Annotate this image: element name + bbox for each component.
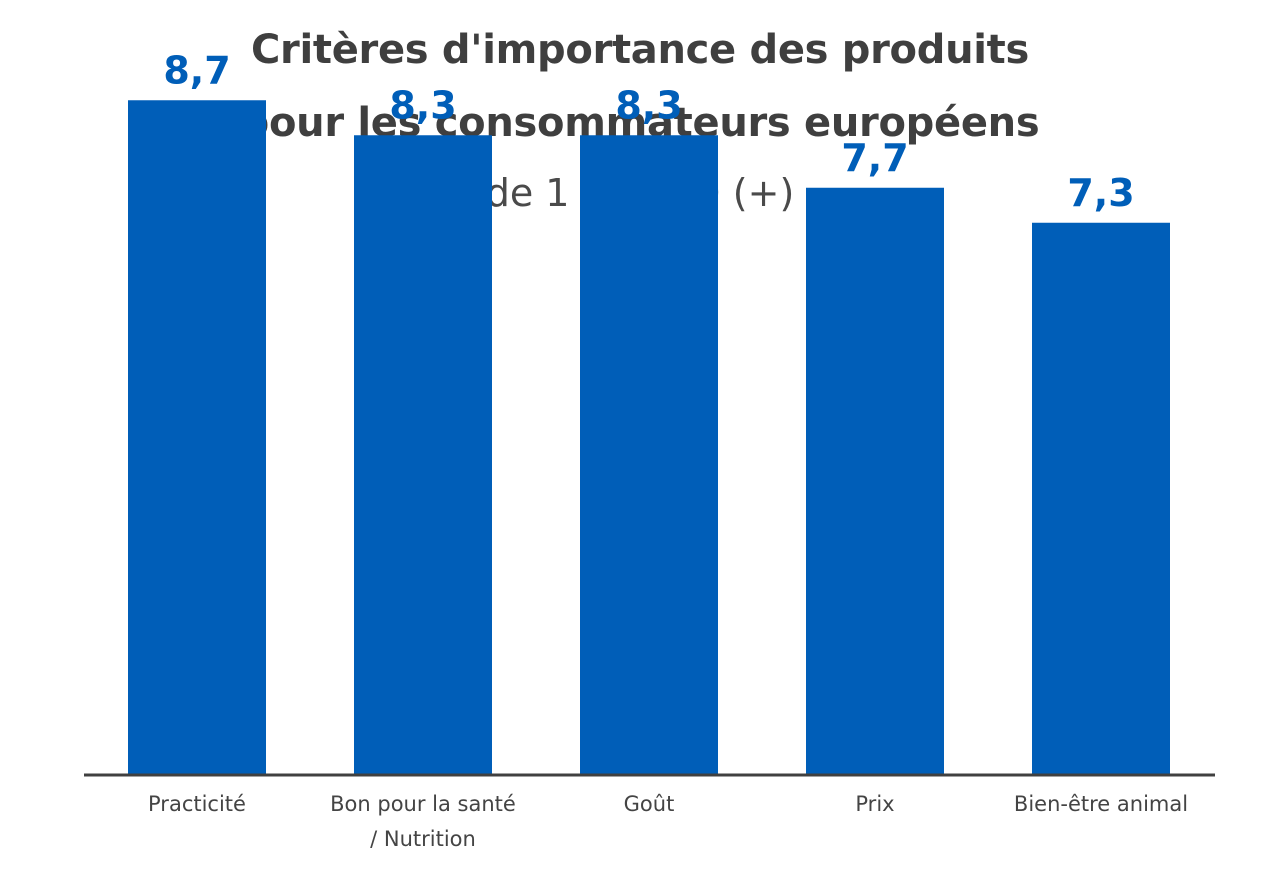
bar-1 <box>128 100 266 774</box>
category-label-1: Practicité <box>148 792 246 816</box>
bar-value-label-4: 7,7 <box>841 136 908 180</box>
value-labels-group: 8,7 8,3 8,3 7,7 7,3 <box>163 48 1134 215</box>
category-label-2-line-1: Bon pour la santé <box>330 792 516 816</box>
bar-value-label-2: 8,3 <box>389 83 456 127</box>
bars-group <box>128 100 1170 774</box>
bar-value-label-3: 8,3 <box>615 83 682 127</box>
category-label-3: Goût <box>624 792 675 816</box>
category-label-2-line-2: / Nutrition <box>370 827 476 851</box>
bar-3 <box>580 135 718 774</box>
bar-value-label-1: 8,7 <box>163 48 230 92</box>
bar-2 <box>354 135 492 774</box>
bar-4 <box>806 187 944 774</box>
chart-title-line-1: Critères d'importance des produits <box>251 27 1029 73</box>
category-label-4: Prix <box>855 792 894 816</box>
category-label-5: Bien-être animal <box>1014 792 1188 816</box>
bar-5 <box>1032 222 1170 774</box>
bar-value-label-5: 7,3 <box>1067 171 1134 215</box>
category-labels-group: Practicité Bon pour la santé / Nutrition Go… <box>148 792 1188 851</box>
